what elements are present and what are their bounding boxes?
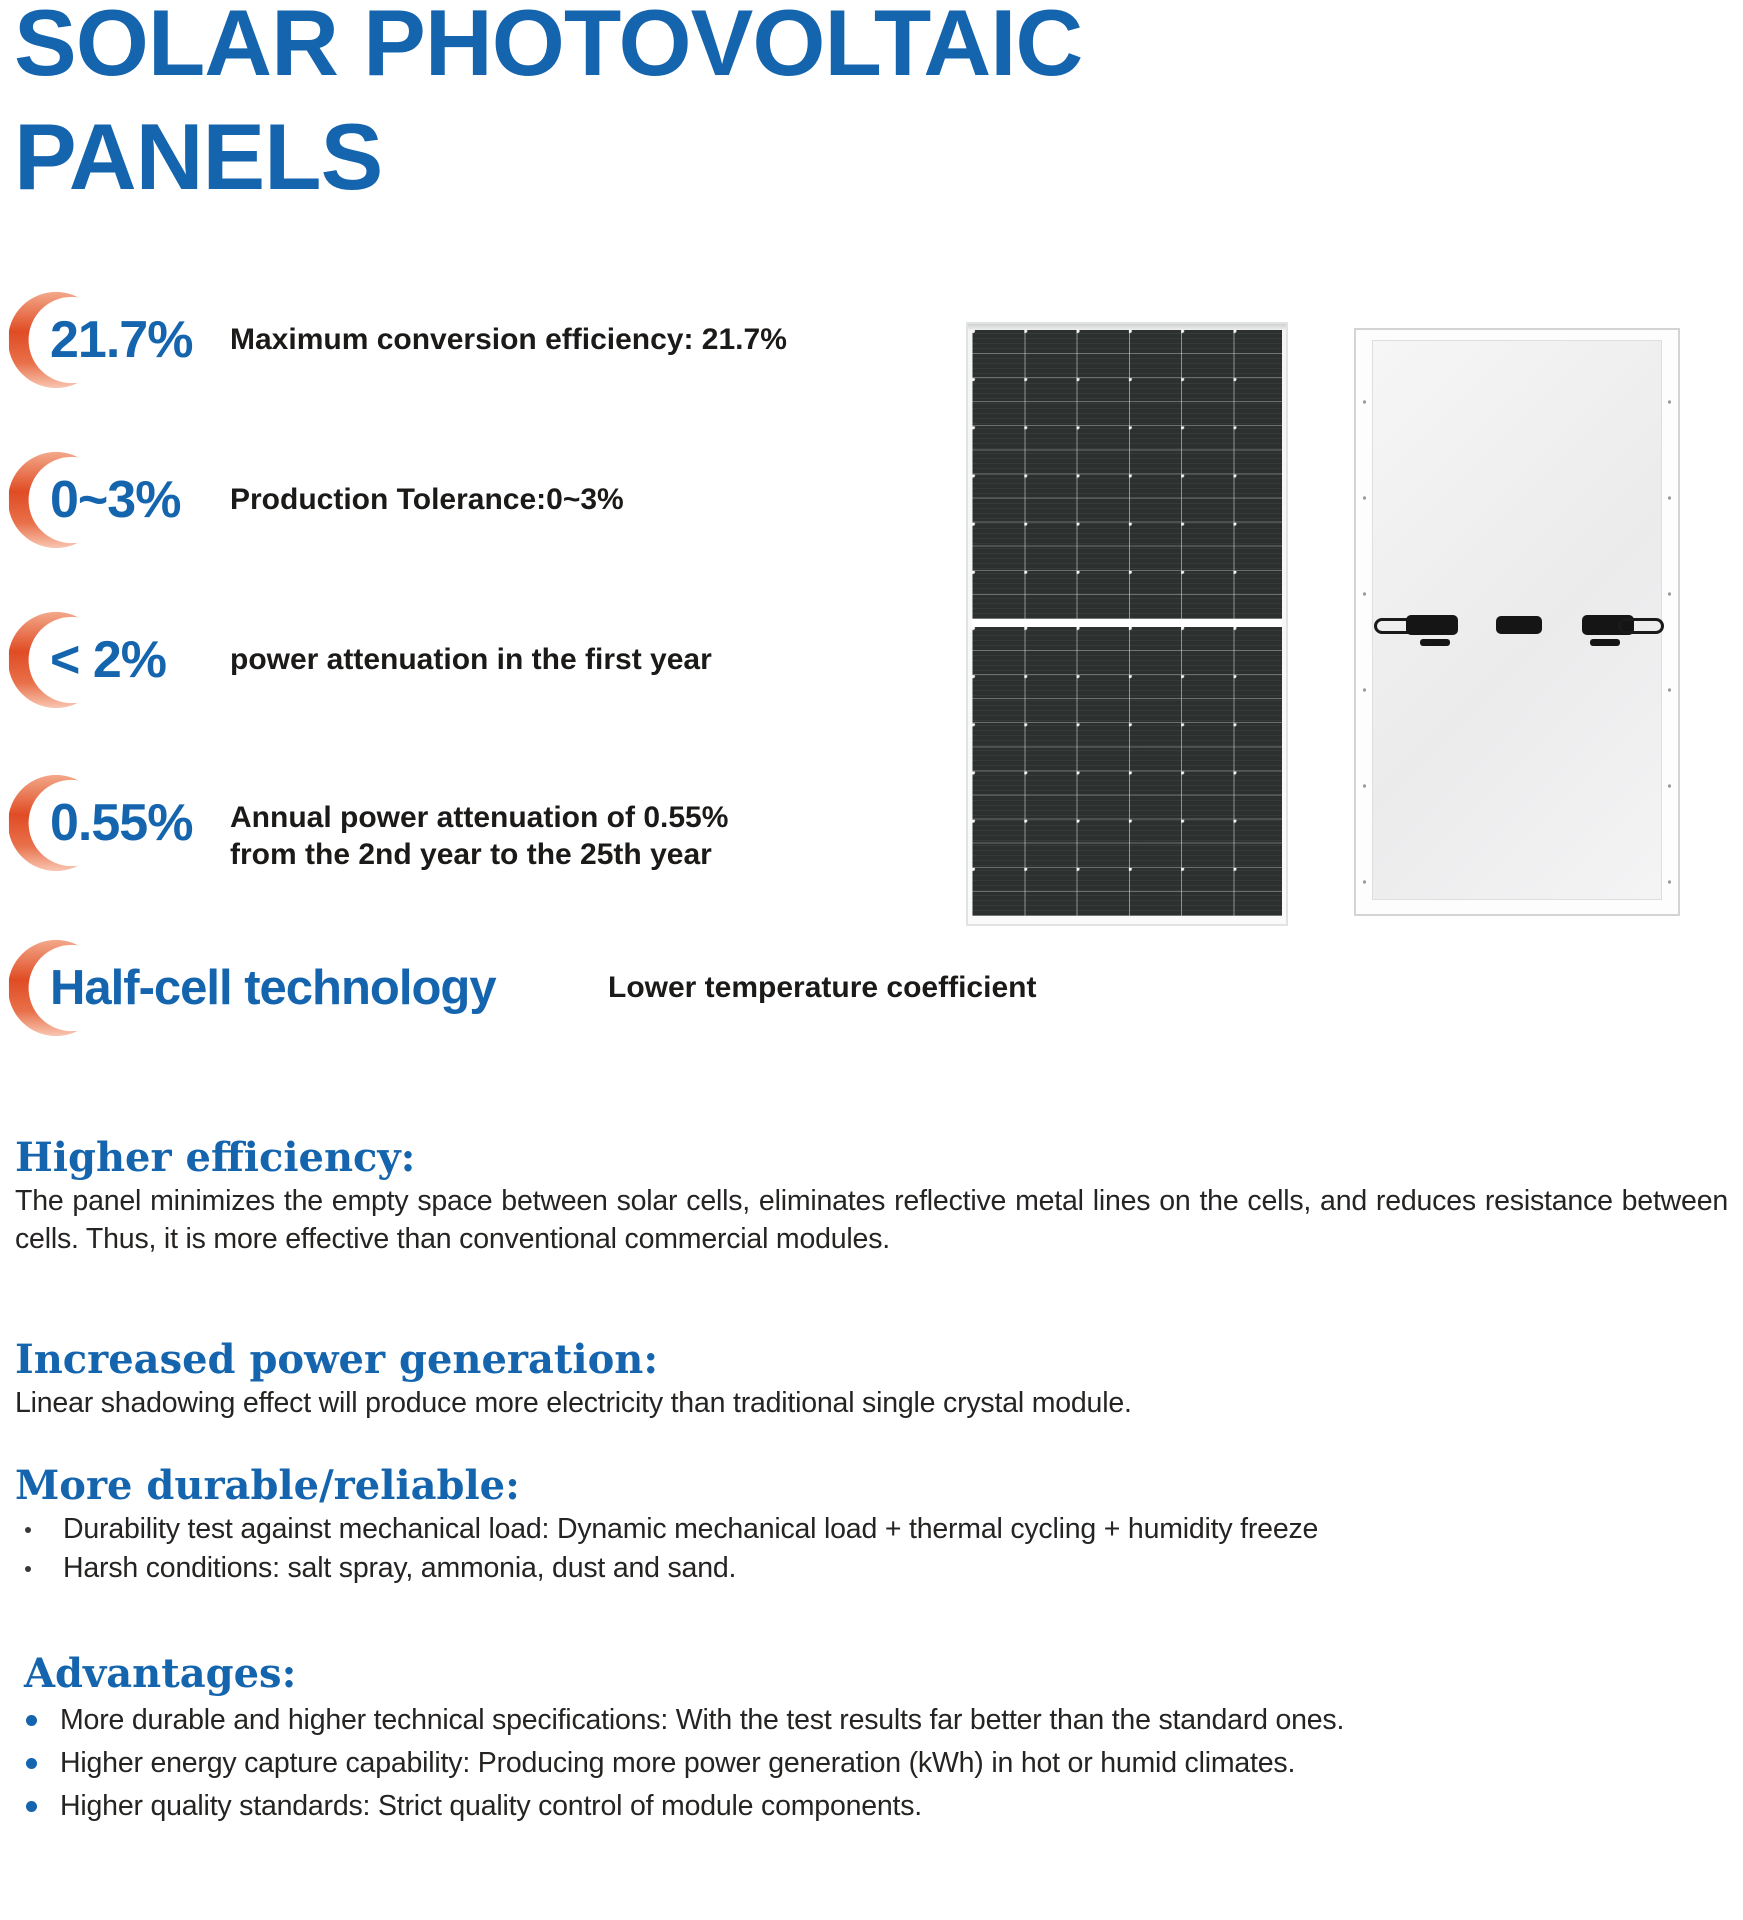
solar-panel-back-image <box>1354 328 1680 916</box>
stat-value: < 2% <box>50 631 167 689</box>
page-title: SOLAR PHOTOVOLTAIC PANELS <box>14 0 1083 214</box>
stat-row-half-cell: Half-cell technology Lower temperature c… <box>8 936 1308 1040</box>
solar-cells-lower-half <box>972 627 1282 916</box>
stat-value: Half-cell technology <box>50 961 497 1015</box>
crescent-arc-icon <box>8 771 108 875</box>
durable-bullet-list: Durability test against mechanical load:… <box>15 1510 1715 1588</box>
frame-screws-left <box>1363 354 1366 890</box>
stat-row-efficiency: 21.7% Maximum conversion efficiency: 21.… <box>8 288 1308 392</box>
stat-label: power attenuation in the first year <box>230 643 712 676</box>
stat-value: 0.55% <box>50 794 193 852</box>
stat-value: 21.7% <box>50 311 193 369</box>
section-heading-durable-reliable: More durable/reliable: <box>15 1462 520 1509</box>
cable-loop-right-icon <box>1618 618 1664 634</box>
stat-label-line2: from the 2nd year to the 25th year <box>230 838 712 871</box>
bullet-item: Higher quality standards: Strict quality… <box>24 1788 1724 1825</box>
stat-row-tolerance: 0~3% Production Tolerance:0~3% <box>8 448 1308 552</box>
stat-label-line1: Annual power attenuation of 0.55% <box>230 801 729 834</box>
section-heading-advantages: Advantages: <box>24 1650 297 1697</box>
section-body-higher-efficiency: The panel minimizes the empty space betw… <box>15 1185 1728 1255</box>
connector-plug-left-icon <box>1420 639 1450 646</box>
stat-row-first-year-attenuation: < 2% power attenuation in the first year <box>8 608 1308 712</box>
bullet-item: Harsh conditions: salt spray, ammonia, d… <box>15 1549 1715 1588</box>
junction-box-left-icon <box>1406 615 1458 635</box>
solar-cells-grid <box>972 330 1282 916</box>
stat-label: Maximum conversion efficiency: 21.7% <box>230 323 787 356</box>
bullet-item: Durability test against mechanical load:… <box>15 1510 1715 1549</box>
page-title-line1: SOLAR PHOTOVOLTAIC <box>14 0 1083 95</box>
crescent-arc-icon <box>8 448 108 552</box>
bullet-item: More durable and higher technical specif… <box>24 1702 1724 1739</box>
stat-row-annual-attenuation: 0.55% Annual power attenuation of 0.55% f… <box>8 771 1308 875</box>
junction-box-middle-icon <box>1496 616 1542 634</box>
solar-cells-upper-half <box>972 330 1282 619</box>
page-title-line2: PANELS <box>14 104 383 209</box>
crescent-arc-icon <box>8 936 108 1040</box>
stat-label: Annual power attenuation of 0.55% from th… <box>230 771 728 875</box>
stat-label: Production Tolerance:0~3% <box>230 483 624 516</box>
crescent-arc-icon <box>8 288 108 392</box>
section-heading-higher-efficiency: Higher efficiency: <box>15 1134 416 1181</box>
crescent-arc-icon <box>8 608 108 712</box>
stat-label: Lower temperature coefficient <box>608 971 1037 1004</box>
section-heading-increased-power: Increased power generation: <box>15 1336 659 1383</box>
stat-value: 0~3% <box>50 471 181 529</box>
solar-panel-front-image <box>966 322 1288 926</box>
advantages-bullet-list: More durable and higher technical specif… <box>24 1702 1724 1831</box>
section-body-increased-power: Linear shadowing effect will produce mor… <box>15 1387 1132 1419</box>
bullet-item: Higher energy capture capability: Produc… <box>24 1745 1724 1782</box>
frame-screws-right <box>1668 354 1671 890</box>
connector-plug-right-icon <box>1590 639 1620 646</box>
